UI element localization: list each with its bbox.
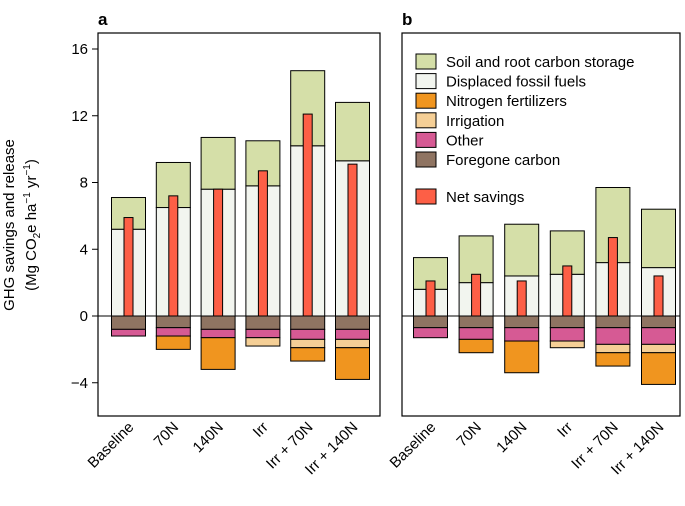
bar-segment: [200, 136, 236, 190]
net-savings-bar: [562, 265, 573, 317]
bar-segment: [549, 327, 585, 342]
x-tick-label: Irr: [554, 419, 576, 441]
bar-segment: [641, 315, 676, 329]
net-savings-bar: [213, 188, 224, 317]
bar-segment: [595, 327, 631, 345]
bar-segment: [290, 347, 326, 362]
legend-swatch: [415, 131, 437, 148]
bar-segment: [155, 315, 191, 329]
net-savings-bar: [257, 170, 268, 317]
legend-swatch: [415, 151, 437, 168]
x-tick-label: 70N: [151, 419, 182, 450]
legend-swatch: [415, 73, 437, 90]
bar-segment: [549, 315, 585, 329]
bar-segment: [290, 315, 326, 330]
net-savings-bar: [302, 113, 313, 317]
bar-segment: [245, 315, 281, 330]
legend-label: Displaced fossil fuels: [446, 74, 586, 91]
bar-segment: [200, 337, 236, 370]
bar-segment: [458, 327, 494, 340]
legend-label: Other: [446, 132, 484, 149]
bar-segment: [200, 328, 236, 339]
bar-segment: [200, 315, 236, 330]
x-tick-label: Baseline: [387, 419, 440, 472]
bar-segment: [155, 335, 191, 350]
bar-segment: [641, 352, 676, 385]
net-savings-bar: [516, 280, 527, 317]
legend-label: Nitrogen fertilizers: [446, 93, 567, 110]
bar-segment: [290, 328, 326, 340]
legend-swatch: [415, 92, 437, 109]
y-axis-label-main: GHG savings and release: [1, 139, 18, 311]
x-tick-label: 70N: [453, 419, 484, 450]
y-axis: 16 12 8 4 0 −4: [71, 41, 98, 392]
net-savings-bar: [168, 195, 179, 317]
bar-segment: [335, 315, 370, 330]
y-axis-label-units: (Mg CO2e ha−1 yr−1): [22, 159, 43, 291]
legend: Soil and root carbon storage Displaced fo…: [415, 53, 634, 206]
x-tick-label: Irr: [250, 419, 272, 441]
legend-label: Irrigation: [446, 113, 504, 130]
bar-segment: [549, 340, 585, 349]
bar-segment: [413, 327, 448, 339]
bar-segment: [641, 208, 676, 269]
bar-segment: [245, 337, 281, 347]
y-tick-label: 16: [71, 41, 88, 58]
net-savings-bar: [607, 237, 618, 317]
bar-segment: [335, 328, 370, 340]
bar-segment: [595, 352, 631, 367]
bar-segment: [641, 343, 676, 354]
bar-segment: [335, 347, 370, 380]
net-savings-bar: [347, 163, 358, 317]
y-tick-label: 12: [71, 108, 88, 125]
y-tick-label: 0: [80, 308, 88, 325]
bar-segment: [595, 315, 631, 329]
legend-label: Foregone carbon: [446, 152, 560, 169]
bar-segment: [155, 327, 191, 337]
net-savings-bar: [471, 273, 482, 317]
bar-segment: [245, 328, 281, 339]
legend-label-net: Net savings: [446, 189, 524, 206]
bar-segment: [290, 338, 326, 349]
panel-label-b: b: [402, 10, 412, 29]
bar-segment: [111, 328, 146, 337]
bar-segment: [335, 338, 370, 349]
bar-segment: [413, 315, 448, 329]
panel-a-frame: [97, 32, 381, 417]
legend-swatch: [415, 53, 437, 70]
x-tick-label: 140N: [493, 419, 530, 456]
bar-segment: [335, 101, 370, 162]
legend-swatch-net: [415, 188, 437, 205]
y-tick-label: 4: [80, 241, 88, 258]
x-tick-label: Baseline: [85, 419, 138, 472]
bar-segment: [111, 315, 146, 330]
legend-swatch: [415, 112, 437, 129]
bar-segment: [595, 343, 631, 354]
legend-label: Soil and root carbon storage: [446, 54, 634, 71]
bar-segment: [504, 327, 540, 342]
net-savings-bar: [425, 280, 436, 317]
net-savings-bar: [653, 275, 664, 317]
panel-a-plot: [111, 70, 370, 380]
net-savings-bar: [123, 217, 134, 317]
panel-b-plot: [413, 187, 676, 385]
bar-segment: [504, 315, 540, 329]
bar-segment: [504, 223, 540, 277]
y-axis-label: GHG savings and release (Mg CO2e ha−1 yr…: [1, 139, 43, 311]
bar-segment: [458, 315, 494, 329]
x-tick-label: 140N: [190, 419, 227, 456]
bar-segment: [458, 338, 494, 354]
y-tick-label: −4: [71, 375, 88, 392]
y-tick-label: 8: [80, 175, 88, 192]
panel-label-a: a: [98, 10, 108, 29]
bar-segment: [504, 340, 540, 374]
panel-b-frame: [401, 32, 681, 417]
bar-segment: [641, 327, 676, 345]
